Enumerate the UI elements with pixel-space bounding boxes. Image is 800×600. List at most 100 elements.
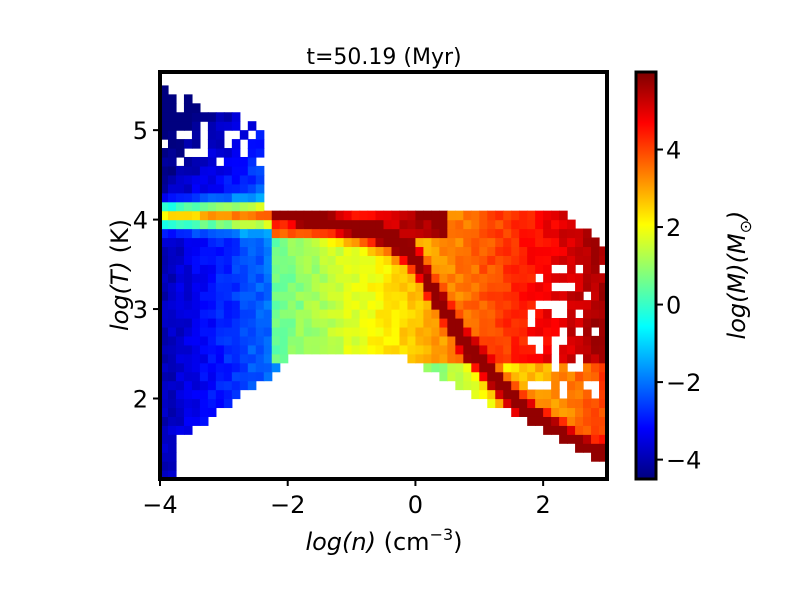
heatmap-cell <box>519 398 528 409</box>
heatmap-cell <box>447 317 456 328</box>
heatmap-cell <box>431 219 440 230</box>
heatmap-cell <box>327 219 337 230</box>
heatmap-cell <box>511 264 520 274</box>
heatmap-cell <box>559 425 568 435</box>
heatmap-cell <box>327 344 337 355</box>
heatmap-cell <box>527 353 536 364</box>
heatmap-cell <box>575 273 584 283</box>
heatmap-cell <box>160 210 169 221</box>
heatmap-cell <box>327 237 337 248</box>
heatmap-cell <box>415 282 425 292</box>
heatmap-cell <box>199 416 209 426</box>
heatmap-cell <box>215 398 225 409</box>
heatmap-cell <box>391 291 401 301</box>
y-tick-label: 5 <box>133 117 148 145</box>
heatmap-cell <box>439 353 448 364</box>
heatmap-cell <box>207 183 217 194</box>
heatmap-cell <box>351 326 361 337</box>
heatmap-cell <box>479 344 488 355</box>
heatmap-cell <box>543 425 552 435</box>
heatmap-cell <box>543 273 552 283</box>
heatmap-cell <box>479 353 488 364</box>
heatmap-cell <box>431 291 440 301</box>
y-axis-label-var: log(T) <box>106 261 134 331</box>
heatmap-cell <box>183 94 193 104</box>
heatmap-cell <box>583 353 592 364</box>
heatmap-cell <box>207 130 217 140</box>
heatmap-cell <box>463 255 472 265</box>
heatmap-cell <box>495 335 504 346</box>
heatmap-cell <box>479 246 488 256</box>
heatmap-cell <box>295 317 305 328</box>
heatmap-cell <box>255 291 265 301</box>
heatmap-cell <box>223 335 233 346</box>
heatmap-cell <box>175 317 185 328</box>
heatmap-cell <box>559 416 568 426</box>
heatmap-cell <box>207 219 217 230</box>
heatmap-cell <box>167 156 177 167</box>
heatmap-cell <box>495 362 504 373</box>
heatmap-cell <box>543 228 552 239</box>
heatmap-cell <box>479 389 488 400</box>
heatmap-cell <box>167 255 177 265</box>
heatmap-cell <box>239 201 249 212</box>
heatmap-cell <box>175 371 185 382</box>
heatmap-cell <box>215 317 225 328</box>
heatmap-cell <box>183 183 193 194</box>
heatmap-cell <box>327 228 337 239</box>
heatmap-cell <box>583 434 592 444</box>
heatmap-cell <box>351 228 361 239</box>
heatmap-cell <box>599 425 607 435</box>
heatmap-cell <box>167 246 177 256</box>
heatmap-cell <box>471 353 480 364</box>
heatmap-cell <box>399 228 409 239</box>
heatmap-cell <box>359 210 369 221</box>
heatmap-cell <box>583 344 592 355</box>
heatmap-cell <box>223 246 233 256</box>
heatmap-cell <box>447 237 456 248</box>
heatmap-cell <box>215 192 225 203</box>
heatmap-cell <box>543 389 552 400</box>
heatmap-cell <box>207 228 217 239</box>
heatmap-cell <box>423 282 432 292</box>
heatmap-cell <box>343 255 353 265</box>
heatmap-cell <box>367 344 377 355</box>
heatmap-cell <box>455 344 464 355</box>
heatmap-cell <box>527 371 536 382</box>
heatmap-cell <box>247 255 257 265</box>
heatmap-cell <box>231 309 241 319</box>
heatmap-cell <box>455 353 464 364</box>
heatmap-cell <box>519 282 528 292</box>
heatmap-cell <box>191 192 201 203</box>
heatmap-cell <box>583 273 592 283</box>
heatmap-cell <box>415 237 425 248</box>
heatmap-cell <box>359 255 369 265</box>
heatmap-cell <box>527 407 536 417</box>
heatmap-cell <box>511 362 520 373</box>
colorbar-tick-label: 0 <box>666 292 681 320</box>
heatmap-cell <box>511 237 520 248</box>
heatmap-cell <box>175 112 185 122</box>
heatmap-cell <box>287 255 297 265</box>
heatmap-cell <box>303 344 313 355</box>
heatmap-cell <box>431 353 440 364</box>
y-tick-label: 2 <box>133 385 148 413</box>
heatmap-cell <box>559 398 568 409</box>
heatmap-cell <box>160 228 169 239</box>
heatmap-cell <box>175 139 185 149</box>
heatmap-cell <box>183 255 193 265</box>
heatmap-cell <box>160 353 169 364</box>
heatmap-cell <box>319 210 329 221</box>
heatmap-cell <box>319 246 329 256</box>
heatmap-cell <box>487 300 496 310</box>
heatmap-cell <box>263 317 273 328</box>
heatmap-cell <box>407 353 417 364</box>
heatmap-cell <box>551 237 560 248</box>
heatmap-cell <box>535 210 544 221</box>
heatmap-cell <box>175 255 185 265</box>
heatmap-cell <box>567 389 576 400</box>
heatmap-cell <box>247 192 257 203</box>
heatmap-cell <box>423 344 432 355</box>
heatmap-cell <box>471 371 480 382</box>
heatmap-cell <box>415 228 425 239</box>
